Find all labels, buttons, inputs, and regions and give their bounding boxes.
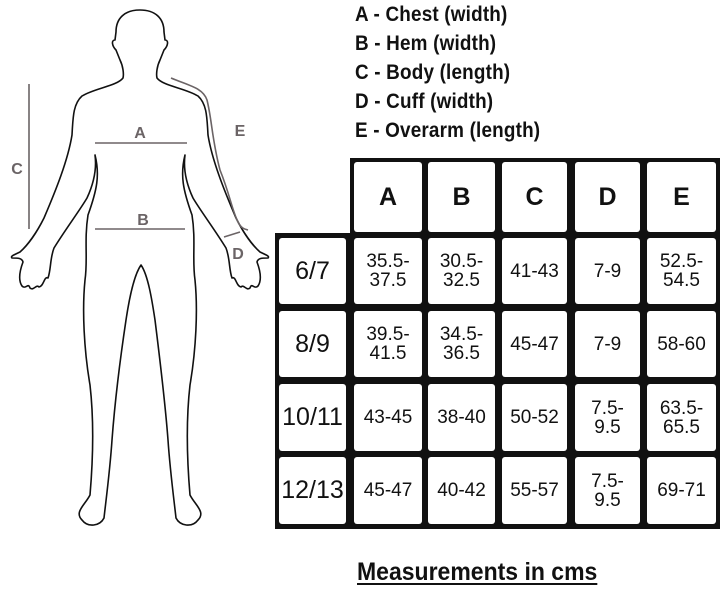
table-cell-text: 30.5- 32.5 <box>439 251 484 291</box>
label-c: C <box>11 161 23 178</box>
label-d: D <box>232 246 244 263</box>
table-cell: 7.5- 9.5 <box>575 384 640 451</box>
table-cell: 41-43 <box>502 238 567 304</box>
table-cell: 69-71 <box>647 457 716 524</box>
table-cell-text: 7.5- 9.5 <box>591 397 624 438</box>
label-a: A <box>134 125 146 142</box>
table-cell-text: 35.5- 37.5 <box>366 251 410 291</box>
column-header: A <box>354 162 422 232</box>
column-header: D <box>575 162 640 232</box>
cuff-measure-line <box>223 231 241 238</box>
table-cell: 40-42 <box>428 457 495 524</box>
table-cell-text: 45-47 <box>363 480 413 501</box>
row-size-label: 12/13 <box>279 457 346 524</box>
column-header-text: B <box>452 182 471 211</box>
overarm-measure-line <box>170 77 249 231</box>
column-header: E <box>647 162 716 232</box>
legend-item-b: B - Hem (width) <box>355 32 497 55</box>
table-cell-text: 7-9 <box>593 260 622 282</box>
table-cell-text: 41-43 <box>510 260 559 282</box>
column-header: B <box>428 162 495 232</box>
column-header: C <box>502 162 567 232</box>
table-cell-text: 45-47 <box>510 333 559 355</box>
column-header-text: D <box>598 182 617 211</box>
table-body-frame <box>275 233 720 529</box>
measurement-legend: A - Chest (width) B - Hem (width) C - Bo… <box>355 0 561 145</box>
table-cell: 35.5- 37.5 <box>354 238 422 304</box>
table-cell-text: 43-45 <box>363 407 413 428</box>
row-size-label-text: 10/11 <box>282 403 343 431</box>
table-cell-text: 39.5- 41.5 <box>366 324 410 364</box>
table-cell-text: 40-42 <box>437 480 486 501</box>
row-size-label-text: 8/9 <box>295 329 330 358</box>
legend-item-e: E - Overarm (length) <box>355 119 541 142</box>
table-cell-text: 38-40 <box>437 407 486 428</box>
table-cell: 52.5- 54.5 <box>647 238 716 304</box>
table-cell-text: 34.5- 36.5 <box>439 324 484 364</box>
table-cell-text: 7-9 <box>593 333 622 355</box>
body-outline <box>10 9 270 526</box>
table-cell-text: 58-60 <box>657 333 706 355</box>
table-cell-text: 7.5- 9.5 <box>591 470 624 511</box>
table-cell-text: 50-52 <box>510 407 559 428</box>
label-e: E <box>235 123 246 140</box>
table-cell: 63.5- 65.5 <box>647 384 716 451</box>
legend-item-a: A - Chest (width) <box>355 3 508 26</box>
table-cell: 7.5- 9.5 <box>575 457 640 524</box>
table-cell-text: 69-71 <box>657 480 706 501</box>
row-size-label: 10/11 <box>279 384 346 451</box>
table-cell: 38-40 <box>428 384 495 451</box>
label-b: B <box>137 212 149 229</box>
legend-item-d: D - Cuff (width) <box>355 90 494 113</box>
table-cell: 43-45 <box>354 384 422 451</box>
table-cell: 58-60 <box>647 311 716 377</box>
table-cell: 7-9 <box>575 311 640 377</box>
row-size-label: 6/7 <box>279 238 346 304</box>
table-cell-text: 55-57 <box>510 480 559 501</box>
table-cell: 45-47 <box>502 311 567 377</box>
row-size-label-text: 6/7 <box>295 256 330 285</box>
column-header-text: E <box>673 182 690 211</box>
column-header-text: A <box>378 182 398 211</box>
table-cell-text: 52.5- 54.5 <box>659 251 704 291</box>
row-size-label: 8/9 <box>279 311 346 377</box>
table-cell-text: 63.5- 65.5 <box>659 397 704 438</box>
column-header-text: C <box>525 182 544 211</box>
body-diagram: A B C D E <box>10 9 270 526</box>
table-cell: 45-47 <box>354 457 422 524</box>
legend-item-c: C - Body (length) <box>355 61 511 84</box>
table-cell: 34.5- 36.5 <box>428 311 495 377</box>
table-cell: 7-9 <box>575 238 640 304</box>
table-cell: 50-52 <box>502 384 567 451</box>
table-cell: 39.5- 41.5 <box>354 311 422 377</box>
row-size-label-text: 12/13 <box>281 476 344 504</box>
table-cell: 30.5- 32.5 <box>428 238 495 304</box>
measurements-caption: Measurements in cms <box>357 558 598 586</box>
table-cell: 55-57 <box>502 457 567 524</box>
